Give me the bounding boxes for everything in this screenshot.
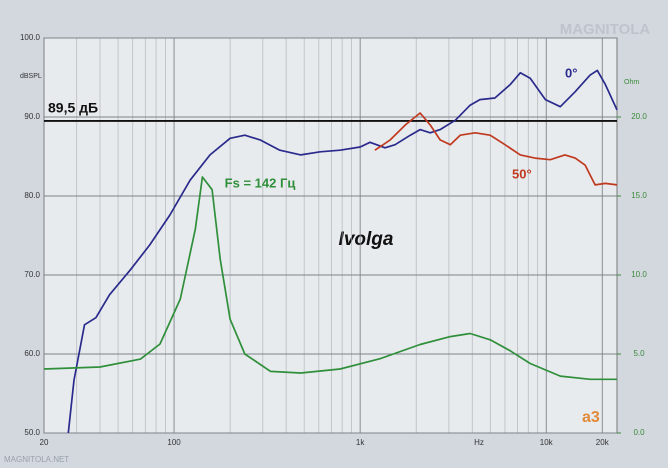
y-tick-label: 100.0 bbox=[20, 33, 41, 42]
y2-tick-label: 10.0 bbox=[631, 270, 647, 279]
x-axis-label: Hz bbox=[474, 438, 484, 447]
y2-tick-label: 20.0 bbox=[631, 112, 647, 121]
series-label: 0° bbox=[565, 65, 577, 80]
plot-area bbox=[43, 37, 618, 434]
grid bbox=[43, 37, 621, 434]
y2-tick-label: 5.0 bbox=[633, 349, 645, 358]
x-tick-label: 10k bbox=[540, 438, 554, 447]
y-tick-label: 50.0 bbox=[24, 428, 40, 437]
series-label: 50° bbox=[512, 166, 532, 181]
y-tick-label: 60.0 bbox=[24, 349, 40, 358]
y2-tick-label: 15.0 bbox=[631, 191, 647, 200]
y-tick-label: 80.0 bbox=[24, 191, 40, 200]
x-tick-label: 1k bbox=[356, 438, 365, 447]
y-axis-label: dBSPL bbox=[20, 73, 42, 80]
x-tick-label: 20k bbox=[596, 438, 610, 447]
x-tick-label: 20 bbox=[40, 438, 49, 447]
series-line bbox=[43, 176, 617, 381]
x-tick-label: 100 bbox=[167, 438, 181, 447]
chart-title: Ivolga bbox=[339, 229, 394, 250]
y2-tick-label: 0.0 bbox=[633, 428, 645, 437]
series-layer: 89,5 дБ 0° 50° Fs = 142 Гц bbox=[43, 65, 618, 434]
series-line bbox=[374, 112, 618, 186]
y-tick-label: 90.0 bbox=[24, 112, 40, 121]
reference-label: 89,5 дБ bbox=[48, 100, 98, 116]
logo: a3 bbox=[582, 409, 600, 426]
series-label: Fs = 142 Гц bbox=[225, 175, 296, 190]
watermark: MAGNITOLA.NET bbox=[4, 455, 69, 464]
y-tick-label: 70.0 bbox=[24, 270, 40, 279]
watermark: MAGNITOLA bbox=[560, 21, 651, 38]
series-line bbox=[67, 69, 618, 434]
y2-axis-label: Ohm bbox=[624, 79, 639, 86]
